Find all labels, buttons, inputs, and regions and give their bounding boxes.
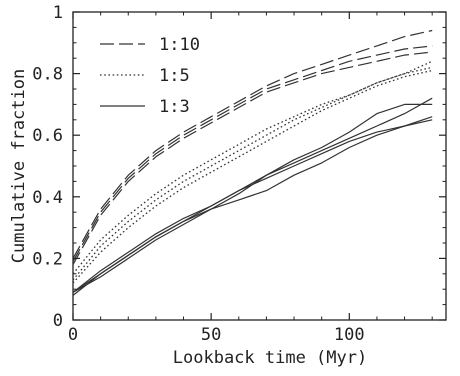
y-tick-label: 0.8 — [32, 65, 63, 85]
axis-layer: 0 50 100 0 0.2 0.4 0.6 0.8 1 — [32, 3, 446, 345]
x-axis-title: Lookback time (Myr) — [173, 348, 367, 368]
y-tick-label: 0.6 — [32, 126, 63, 146]
series-line-1-3-8 — [72, 116, 433, 296]
y-axis-title: Cumulative fraction — [9, 69, 29, 263]
legend-label-1-5: 1:5 — [159, 66, 190, 86]
series-line-1-3-7 — [72, 103, 433, 293]
x-tick-label: 0 — [68, 325, 78, 345]
y-tick-label: 0 — [53, 311, 63, 331]
y-tick-label: 0.4 — [32, 188, 63, 208]
series-line-1-10-0 — [72, 29, 433, 259]
series-layer — [72, 29, 433, 296]
y-tick-label: 0.2 — [32, 249, 63, 269]
legend-label-1-3: 1:3 — [159, 97, 190, 117]
series-line-1-3-9 — [72, 119, 433, 293]
series-line-1-5-5 — [72, 69, 433, 284]
series-line-1-10-2 — [72, 51, 433, 265]
x-tick-label: 50 — [201, 325, 221, 345]
legend: 1:10 1:5 1:3 — [100, 35, 200, 117]
x-tick-label: 100 — [334, 325, 365, 345]
legend-label-1-10: 1:10 — [159, 35, 200, 55]
series-line-1-10-1 — [72, 45, 433, 262]
series-line-1-5-3 — [72, 60, 433, 275]
y-tick-label: 1 — [53, 3, 63, 23]
series-line-1-5-4 — [72, 66, 433, 281]
